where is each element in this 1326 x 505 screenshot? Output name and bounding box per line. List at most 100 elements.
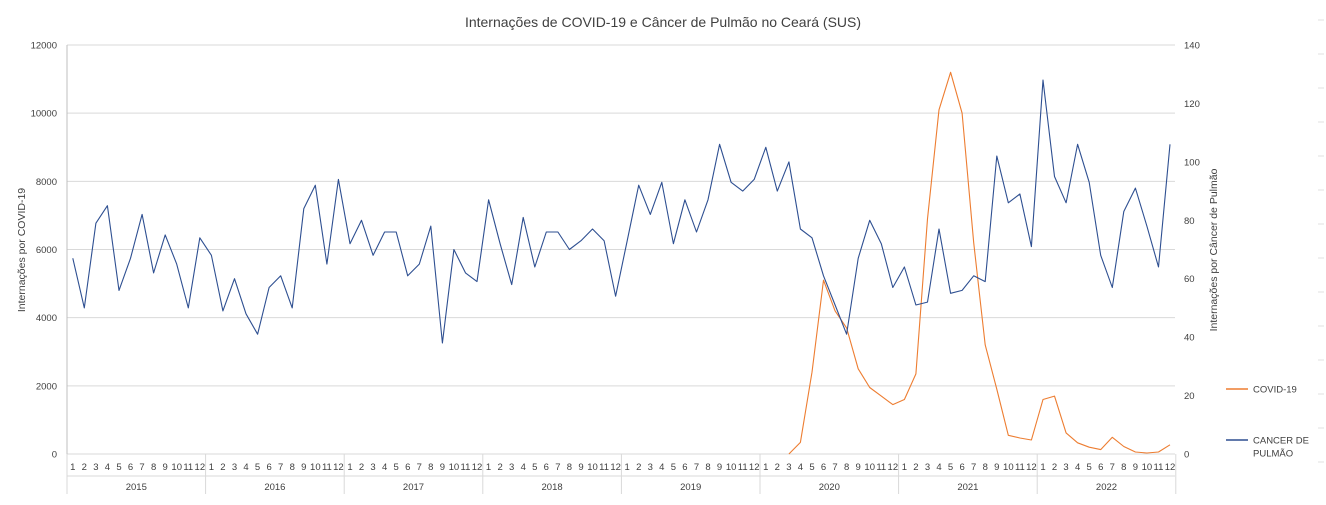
- legend: COVID-19 CANCER DE PULMÃO: [1226, 19, 1324, 463]
- month-tick-label: 11: [738, 462, 748, 473]
- left-tick-label: 2000: [36, 381, 57, 392]
- left-axis-ticks: 0 2000 4000 6000 8000 10000 12000: [31, 41, 57, 461]
- month-tick-label: 10: [1142, 462, 1153, 473]
- month-tick-label: 2: [1052, 462, 1057, 473]
- month-tick-label: 9: [163, 462, 168, 473]
- month-tick-label: 12: [1026, 462, 1037, 473]
- month-tick-label: 3: [1063, 462, 1068, 473]
- month-tick-label: 6: [405, 462, 410, 473]
- month-tick-label: 9: [856, 462, 861, 473]
- month-tick-label: 3: [93, 462, 98, 473]
- month-tick-label: 8: [983, 462, 988, 473]
- month-tick-label: 6: [266, 462, 271, 473]
- month-tick-label: 2: [220, 462, 225, 473]
- month-tick-label: 1: [902, 462, 907, 473]
- month-tick-label: 8: [844, 462, 849, 473]
- right-tick-label: 0: [1184, 450, 1189, 461]
- year-tick-label: 2021: [957, 482, 978, 493]
- right-axis-title: Internações por Câncer de Pulmão: [1208, 168, 1220, 331]
- month-tick-label: 12: [749, 462, 760, 473]
- month-tick-label: 7: [832, 462, 837, 473]
- month-tick-label: 3: [786, 462, 791, 473]
- legend-label: CANCER DE PULMÃO: [1253, 436, 1309, 460]
- month-tick-label: 7: [971, 462, 976, 473]
- month-tick-label: 5: [1087, 462, 1092, 473]
- month-tick-label: 10: [864, 462, 875, 473]
- month-tick-label: 4: [243, 462, 248, 473]
- month-tick-label: 6: [682, 462, 687, 473]
- month-tick-label: 10: [587, 462, 598, 473]
- month-tick-label: 12: [1165, 462, 1176, 473]
- right-tick-label: 100: [1184, 157, 1200, 168]
- month-tick-label: 11: [599, 462, 609, 473]
- month-tick-label: 12: [888, 462, 899, 473]
- month-tick-label: 4: [659, 462, 664, 473]
- right-tick-label: 140: [1184, 41, 1200, 52]
- left-tick-label: 10000: [31, 109, 57, 120]
- month-tick-label: 2: [82, 462, 87, 473]
- left-tick-label: 0: [52, 450, 57, 461]
- month-tick-label: 7: [555, 462, 560, 473]
- month-tick-label: 11: [461, 462, 471, 473]
- month-tick-label: 3: [925, 462, 930, 473]
- series-line-0: [788, 71, 1171, 455]
- month-tick-label: 9: [1133, 462, 1138, 473]
- month-tick-label: 9: [440, 462, 445, 473]
- left-tick-label: 4000: [36, 313, 57, 324]
- month-tick-label: 1: [625, 462, 630, 473]
- month-tick-label: 10: [171, 462, 182, 473]
- month-tick-label: 11: [183, 462, 193, 473]
- month-tick-label: 10: [310, 462, 321, 473]
- month-tick-label: 5: [948, 462, 953, 473]
- month-tick-label: 10: [449, 462, 460, 473]
- month-tick-label: 4: [105, 462, 110, 473]
- year-tick-label: 2020: [819, 482, 840, 493]
- month-tick-label: 4: [1075, 462, 1080, 473]
- month-tick-label: 1: [486, 462, 491, 473]
- month-tick-label: 10: [1003, 462, 1014, 473]
- x-axis: 1 2 3 4 5 6 7 8 9 10 11 12 1 2 3 4 5 6 7 8 9 10 11 12 1 2 3 4 5 6 7 8 9 1…: [66, 45, 1177, 494]
- month-tick-label: 12: [195, 462, 206, 473]
- month-tick-label: 2: [497, 462, 502, 473]
- right-axis-ticks: 0 20 40 60 80 100 120 140: [1184, 41, 1200, 461]
- month-tick-label: 9: [301, 462, 306, 473]
- series-lines: [72, 71, 1171, 455]
- right-tick-label: 20: [1184, 391, 1195, 402]
- month-tick-label: 12: [472, 462, 483, 473]
- month-tick-label: 1: [1040, 462, 1045, 473]
- month-tick-label: 6: [1098, 462, 1103, 473]
- month-tick-label: 7: [139, 462, 144, 473]
- year-tick-label: 2017: [403, 482, 424, 493]
- month-tick-label: 6: [959, 462, 964, 473]
- month-tick-label: 4: [936, 462, 941, 473]
- month-tick-label: 1: [209, 462, 214, 473]
- month-tick-label: 8: [151, 462, 156, 473]
- month-tick-label: 5: [809, 462, 814, 473]
- chart-title: Internações de COVID-19 e Câncer de Pulm…: [465, 14, 861, 30]
- month-tick-label: 2: [775, 462, 780, 473]
- month-tick-label: 3: [648, 462, 653, 473]
- month-tick-label: 11: [322, 462, 332, 473]
- gridlines: [67, 44, 1175, 455]
- month-tick-label: 6: [544, 462, 549, 473]
- month-tick-label: 12: [333, 462, 344, 473]
- year-tick-label: 2022: [1096, 482, 1117, 493]
- legend-label: COVID-19: [1253, 385, 1297, 396]
- month-tick-label: 5: [394, 462, 399, 473]
- month-tick-label: 12: [610, 462, 621, 473]
- month-tick-label: 6: [128, 462, 133, 473]
- month-tick-label: 3: [370, 462, 375, 473]
- month-tick-label: 9: [578, 462, 583, 473]
- year-tick-label: 2019: [680, 482, 701, 493]
- month-tick-label: 11: [876, 462, 886, 473]
- month-tick-label: 8: [428, 462, 433, 473]
- month-tick-label: 7: [417, 462, 422, 473]
- month-tick-label: 2: [636, 462, 641, 473]
- left-tick-label: 8000: [36, 177, 57, 188]
- right-tick-label: 60: [1184, 274, 1195, 285]
- month-tick-label: 8: [705, 462, 710, 473]
- series-line-1: [72, 79, 1171, 344]
- month-tick-label: 4: [521, 462, 526, 473]
